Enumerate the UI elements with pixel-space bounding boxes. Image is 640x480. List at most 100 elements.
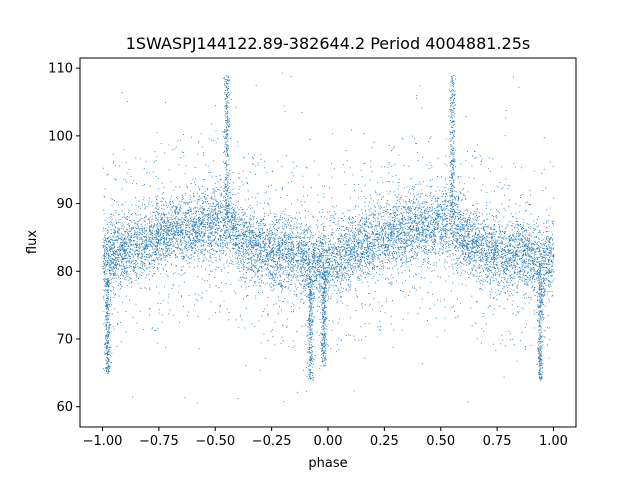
data-point	[448, 218, 450, 220]
data-point	[264, 264, 266, 266]
data-point	[405, 210, 407, 212]
data-point	[205, 228, 207, 230]
data-point	[476, 271, 478, 273]
data-point	[381, 231, 383, 233]
data-point	[238, 246, 240, 248]
data-point	[307, 269, 309, 271]
data-point	[411, 188, 413, 190]
data-point	[134, 226, 136, 228]
data-point	[421, 247, 423, 249]
data-point	[143, 262, 145, 264]
data-point	[411, 241, 413, 243]
data-point	[363, 238, 365, 240]
data-point	[172, 205, 174, 207]
data-point	[205, 201, 207, 203]
data-point	[250, 270, 252, 272]
data-point	[442, 226, 444, 228]
data-point	[171, 250, 173, 252]
data-point	[111, 282, 113, 284]
data-point	[481, 244, 482, 246]
data-point	[105, 278, 107, 280]
data-point	[217, 238, 219, 240]
data-point	[392, 246, 394, 248]
data-point	[220, 211, 222, 213]
data-point	[548, 300, 550, 302]
data-point	[115, 263, 117, 265]
data-point	[427, 266, 428, 268]
data-point	[166, 233, 168, 235]
data-point	[359, 223, 361, 225]
data-point	[344, 243, 346, 245]
data-point	[512, 225, 513, 227]
data-point	[482, 235, 484, 237]
data-point	[550, 237, 552, 239]
data-point	[161, 216, 163, 218]
data-point	[413, 234, 415, 236]
data-point	[302, 245, 304, 247]
data-point	[499, 228, 500, 230]
data-point	[441, 206, 442, 208]
data-point	[305, 287, 307, 289]
data-point	[307, 229, 309, 231]
data-point	[537, 242, 538, 244]
data-point	[423, 181, 424, 183]
data-point	[276, 252, 278, 254]
data-point	[549, 270, 551, 272]
data-point	[240, 241, 242, 243]
data-point	[165, 246, 167, 248]
data-point	[297, 231, 299, 233]
data-point	[313, 280, 315, 282]
data-point	[217, 220, 219, 221]
data-point	[527, 264, 529, 266]
data-point	[344, 234, 345, 236]
data-point	[187, 263, 189, 265]
data-point	[464, 194, 466, 196]
data-point	[134, 267, 136, 269]
data-point	[213, 225, 215, 227]
data-point	[269, 252, 271, 254]
data-point	[129, 263, 131, 265]
data-point	[188, 230, 190, 232]
data-point	[357, 265, 359, 267]
data-point	[161, 254, 163, 256]
data-point	[455, 229, 457, 231]
data-point	[106, 265, 108, 267]
data-point	[406, 236, 408, 238]
data-point	[223, 206, 225, 208]
data-point	[274, 281, 276, 283]
data-point	[354, 236, 356, 238]
data-point	[120, 256, 122, 258]
data-point	[175, 216, 177, 218]
data-point	[264, 264, 265, 266]
data-point	[520, 260, 522, 262]
data-point	[481, 254, 483, 256]
data-point	[444, 203, 446, 205]
data-point	[517, 255, 519, 257]
data-point	[267, 239, 269, 241]
data-point	[126, 271, 128, 273]
data-point	[231, 215, 233, 217]
data-point	[184, 247, 186, 249]
data-point	[228, 204, 230, 206]
data-point	[424, 209, 426, 211]
data-point	[115, 274, 117, 276]
data-point	[484, 250, 486, 252]
data-point	[139, 220, 141, 221]
data-point	[242, 252, 244, 254]
data-point	[409, 178, 411, 180]
data-point	[111, 258, 113, 259]
data-point	[219, 249, 221, 251]
data-point	[242, 277, 244, 279]
data-point	[203, 239, 205, 241]
data-point	[387, 254, 389, 256]
data-point	[313, 267, 315, 269]
data-point	[543, 259, 545, 261]
data-point	[342, 279, 344, 281]
data-point	[127, 239, 129, 241]
data-point	[503, 291, 505, 293]
data-point	[530, 297, 532, 298]
data-point	[433, 244, 435, 245]
data-point	[209, 205, 211, 207]
data-point	[152, 244, 154, 246]
data-point	[247, 249, 249, 251]
